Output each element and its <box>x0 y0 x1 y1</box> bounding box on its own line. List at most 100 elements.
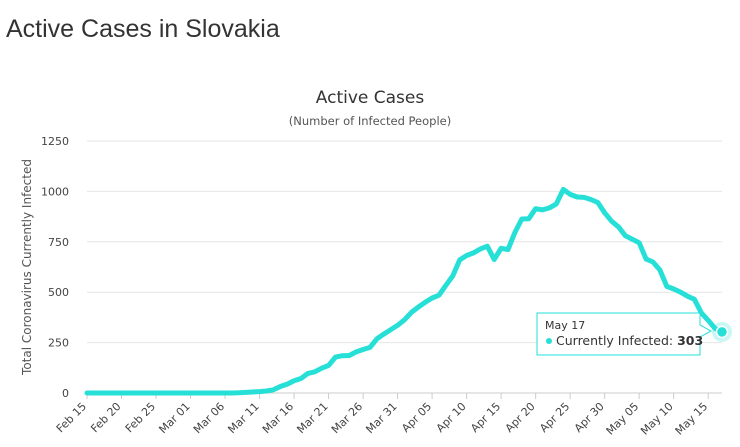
data-point[interactable] <box>119 391 124 396</box>
data-point[interactable] <box>326 363 331 368</box>
data-point[interactable] <box>519 217 524 222</box>
data-point[interactable] <box>423 300 428 305</box>
data-point[interactable] <box>471 250 476 255</box>
data-point[interactable] <box>347 353 352 358</box>
data-point[interactable] <box>561 187 566 192</box>
data-point[interactable] <box>154 391 159 396</box>
data-point[interactable] <box>623 233 628 238</box>
data-point[interactable] <box>568 192 573 197</box>
data-point[interactable] <box>257 389 262 394</box>
data-point[interactable] <box>147 391 152 396</box>
data-point[interactable] <box>368 345 373 350</box>
data-point[interactable] <box>492 257 497 262</box>
data-point[interactable] <box>374 336 379 341</box>
data-point[interactable] <box>229 391 234 396</box>
data-point[interactable] <box>264 389 269 394</box>
data-point[interactable] <box>271 387 276 392</box>
data-point[interactable] <box>167 391 172 396</box>
data-point[interactable] <box>644 257 649 262</box>
data-point[interactable] <box>685 294 690 299</box>
data-point[interactable] <box>664 284 669 289</box>
data-point[interactable] <box>223 391 228 396</box>
data-point[interactable] <box>319 366 324 371</box>
data-point[interactable] <box>236 390 241 395</box>
chart-subtitle: (Number of Infected People) <box>289 114 451 128</box>
data-point[interactable] <box>91 391 96 396</box>
data-point[interactable] <box>388 327 393 332</box>
data-point[interactable] <box>354 349 359 354</box>
data-point[interactable] <box>181 391 186 396</box>
x-tick-label: May 10 <box>638 400 676 438</box>
data-point[interactable] <box>416 305 421 310</box>
data-point[interactable] <box>499 246 504 251</box>
data-point[interactable] <box>657 268 662 273</box>
data-point[interactable] <box>299 376 304 381</box>
data-point[interactable] <box>526 216 531 221</box>
data-point[interactable] <box>395 323 400 328</box>
data-point[interactable] <box>292 378 297 383</box>
data-point[interactable] <box>575 195 580 200</box>
data-point[interactable] <box>637 240 642 245</box>
data-point[interactable] <box>588 197 593 202</box>
data-point[interactable] <box>285 382 290 387</box>
tooltip-value: 303 <box>677 333 703 348</box>
data-point[interactable] <box>582 195 587 200</box>
y-tick-label: 750 <box>48 236 69 249</box>
data-point[interactable] <box>105 391 110 396</box>
data-point[interactable] <box>630 237 635 242</box>
data-point[interactable] <box>437 293 442 298</box>
data-point[interactable] <box>547 205 552 210</box>
data-point[interactable] <box>312 369 317 374</box>
data-point[interactable] <box>540 207 545 212</box>
data-point[interactable] <box>485 244 490 249</box>
data-point[interactable] <box>126 391 131 396</box>
data-point[interactable] <box>678 290 683 295</box>
data-point[interactable] <box>333 355 338 360</box>
tooltip-box <box>536 312 713 356</box>
data-point[interactable] <box>512 230 517 235</box>
data-point[interactable] <box>409 310 414 315</box>
data-point[interactable] <box>402 317 407 322</box>
data-point[interactable] <box>140 391 145 396</box>
data-point[interactable] <box>595 200 600 205</box>
data-point[interactable] <box>133 391 138 396</box>
data-point[interactable] <box>457 257 462 262</box>
data-point[interactable] <box>361 347 366 352</box>
x-tick-label: Mar 06 <box>191 400 227 436</box>
data-point[interactable] <box>533 206 538 211</box>
data-point[interactable] <box>651 260 656 265</box>
data-point[interactable] <box>671 287 676 292</box>
x-tick-label: Feb 25 <box>123 400 158 435</box>
data-point[interactable] <box>609 219 614 224</box>
data-point[interactable] <box>216 391 221 396</box>
data-point[interactable] <box>506 247 511 252</box>
data-point[interactable] <box>202 391 207 396</box>
data-point[interactable] <box>602 210 607 215</box>
data-point[interactable] <box>478 246 483 251</box>
tooltip-separator: : <box>669 333 677 348</box>
data-point[interactable] <box>85 391 90 396</box>
data-point[interactable] <box>692 297 697 302</box>
data-point[interactable] <box>430 296 435 301</box>
data-point[interactable] <box>464 253 469 258</box>
data-point[interactable] <box>160 391 165 396</box>
data-point[interactable] <box>188 391 193 396</box>
data-point[interactable] <box>174 391 179 396</box>
data-point[interactable] <box>706 318 711 323</box>
data-point[interactable] <box>443 283 448 288</box>
data-point[interactable] <box>98 391 103 396</box>
data-point[interactable] <box>112 391 117 396</box>
data-point[interactable] <box>616 224 621 229</box>
data-point[interactable] <box>195 391 200 396</box>
data-point[interactable] <box>209 391 214 396</box>
data-point[interactable] <box>305 371 310 376</box>
data-point[interactable] <box>278 384 283 389</box>
data-point[interactable] <box>554 201 559 206</box>
data-point[interactable] <box>243 390 248 395</box>
data-point[interactable] <box>450 273 455 278</box>
hover-marker[interactable] <box>715 325 729 339</box>
data-point[interactable] <box>250 390 255 395</box>
data-point[interactable] <box>381 332 386 337</box>
data-point[interactable] <box>340 353 345 358</box>
